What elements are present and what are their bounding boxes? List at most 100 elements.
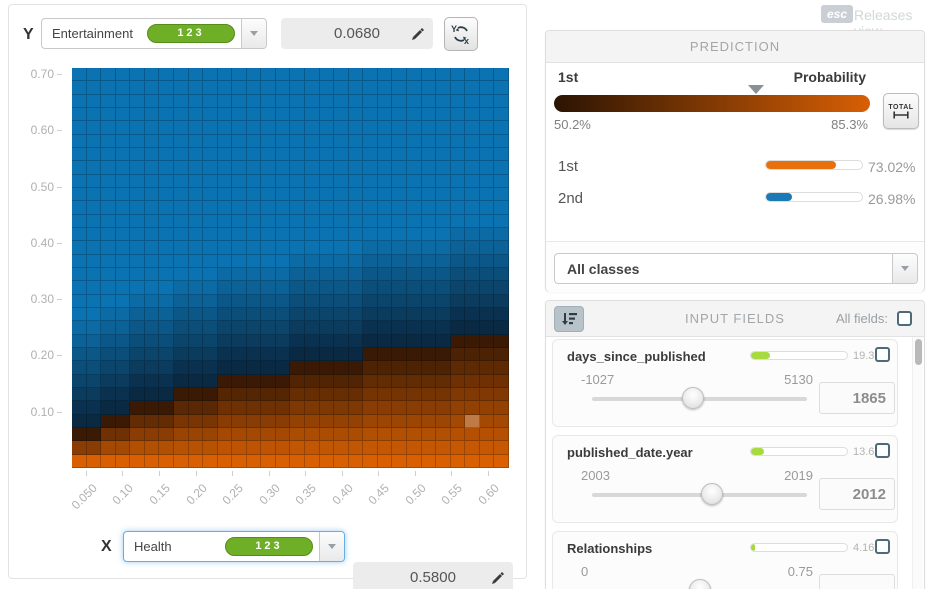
heatmap-cell[interactable] — [72, 294, 87, 308]
heatmap-cell[interactable] — [72, 241, 87, 255]
class-filter-dropdown-toggle[interactable] — [892, 254, 917, 283]
heatmap-cell[interactable] — [479, 121, 495, 135]
heatmap-cell[interactable] — [363, 81, 378, 95]
heatmap-cell[interactable] — [203, 361, 218, 375]
heatmap-cell[interactable] — [159, 134, 174, 148]
heatmap-cell[interactable] — [421, 387, 437, 402]
heatmap-cell[interactable] — [101, 147, 116, 162]
heatmap-cell[interactable] — [217, 334, 233, 348]
heatmap-cell[interactable] — [494, 94, 509, 108]
heatmap-cell[interactable] — [450, 281, 466, 295]
heatmap-cell[interactable] — [217, 414, 233, 428]
heatmap-cell[interactable] — [173, 107, 189, 122]
heatmap-cell[interactable] — [144, 201, 160, 215]
heatmap-cell[interactable] — [101, 374, 116, 388]
heatmap-cell[interactable] — [130, 147, 145, 162]
heatmap-cell[interactable] — [144, 161, 160, 175]
heatmap-cell[interactable] — [334, 427, 349, 442]
heatmap-cell[interactable] — [479, 161, 495, 175]
heatmap-cell[interactable] — [72, 414, 87, 428]
heatmap-cell[interactable] — [101, 281, 116, 295]
heatmap-cell[interactable] — [203, 454, 218, 468]
heatmap-cell[interactable] — [450, 414, 466, 428]
heatmap-cell[interactable] — [421, 267, 437, 282]
heatmap-cell[interactable] — [334, 81, 349, 95]
heatmap-cell[interactable] — [319, 414, 335, 428]
heatmap-cell[interactable] — [290, 427, 306, 442]
heatmap-cell[interactable] — [407, 81, 422, 95]
heatmap-cell[interactable] — [334, 361, 349, 375]
heatmap-cell[interactable] — [159, 401, 174, 415]
heatmap-cell[interactable] — [479, 374, 495, 388]
heatmap-cell[interactable] — [173, 134, 189, 148]
heatmap-cell[interactable] — [144, 347, 160, 362]
heatmap-cell[interactable] — [436, 121, 451, 135]
heatmap-cell[interactable] — [334, 227, 349, 242]
heatmap-cell[interactable] — [450, 187, 466, 202]
heatmap-cell[interactable] — [319, 427, 335, 442]
heatmap-cell[interactable] — [348, 307, 364, 322]
heatmap-cell[interactable] — [217, 294, 233, 308]
heatmap-cell[interactable] — [86, 441, 102, 455]
heatmap-cell[interactable] — [465, 241, 480, 255]
heatmap-cell[interactable] — [392, 81, 408, 95]
heatmap-cell[interactable] — [363, 147, 378, 162]
heatmap-cell[interactable] — [115, 267, 131, 282]
heatmap-cell[interactable] — [261, 267, 276, 282]
heatmap-cell[interactable] — [101, 94, 116, 108]
heatmap-cell[interactable] — [144, 307, 160, 322]
heatmap-cell[interactable] — [217, 347, 233, 362]
heatmap-cell[interactable] — [203, 187, 218, 202]
heatmap-cell[interactable] — [450, 214, 466, 228]
heatmap-cell[interactable] — [392, 68, 408, 82]
heatmap-cell[interactable] — [188, 401, 204, 415]
heatmap-cell[interactable] — [115, 68, 131, 82]
heatmap-cell[interactable] — [188, 374, 204, 388]
heatmap-cell[interactable] — [348, 81, 364, 95]
swap-axes-button[interactable]: Y x — [444, 17, 478, 51]
heatmap-cell[interactable] — [348, 387, 364, 402]
heatmap-cell[interactable] — [465, 174, 480, 188]
heatmap-cell[interactable] — [130, 387, 145, 402]
heatmap-cell[interactable] — [305, 161, 320, 175]
heatmap-cell[interactable] — [173, 321, 189, 335]
heatmap-cell[interactable] — [494, 227, 509, 242]
heatmap-cell[interactable] — [436, 201, 451, 215]
heatmap-cell[interactable] — [305, 68, 320, 82]
heatmap-cell[interactable] — [86, 214, 102, 228]
heatmap-cell[interactable] — [232, 387, 247, 402]
heatmap-cell[interactable] — [101, 401, 116, 415]
heatmap-cell[interactable] — [275, 321, 291, 335]
heatmap-cell[interactable] — [465, 187, 480, 202]
heatmap-cell[interactable] — [232, 81, 247, 95]
heatmap-cell[interactable] — [261, 214, 276, 228]
heatmap-cell[interactable] — [86, 68, 102, 82]
heatmap-cell[interactable] — [246, 187, 262, 202]
heatmap-cell[interactable] — [377, 161, 393, 175]
heatmap-cell[interactable] — [377, 68, 393, 82]
heatmap-cell[interactable] — [290, 94, 306, 108]
heatmap-cell[interactable] — [86, 174, 102, 188]
heatmap-cell[interactable] — [275, 68, 291, 82]
heatmap-cell[interactable] — [363, 441, 378, 455]
heatmap-cell[interactable] — [305, 374, 320, 388]
heatmap-cell[interactable] — [319, 334, 335, 348]
heatmap-cell[interactable] — [261, 227, 276, 242]
heatmap-cell[interactable] — [465, 214, 480, 228]
heatmap-cell[interactable] — [450, 174, 466, 188]
heatmap-cell[interactable] — [319, 187, 335, 202]
heatmap-cell[interactable] — [188, 361, 204, 375]
x-field-dropdown-toggle[interactable] — [319, 532, 344, 561]
heatmap-cell[interactable] — [377, 121, 393, 135]
heatmap-cell[interactable] — [436, 387, 451, 402]
heatmap-cell[interactable] — [275, 241, 291, 255]
heatmap-cell[interactable] — [246, 281, 262, 295]
heatmap-cell[interactable] — [275, 94, 291, 108]
heatmap-cell[interactable] — [348, 241, 364, 255]
heatmap-cell[interactable] — [101, 414, 116, 428]
heatmap-cell[interactable] — [86, 121, 102, 135]
heatmap-cell[interactable] — [217, 187, 233, 202]
heatmap-cell[interactable] — [436, 81, 451, 95]
heatmap-cell[interactable] — [392, 307, 408, 322]
heatmap-cell[interactable] — [494, 81, 509, 95]
